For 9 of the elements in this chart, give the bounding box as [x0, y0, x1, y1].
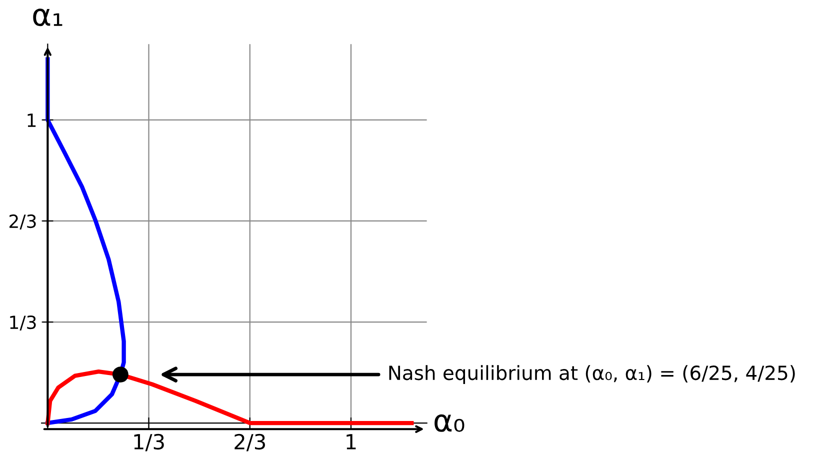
- y-tick-label: 1/3: [10, 315, 36, 331]
- annotation: Nash equilibrium at (α₀, α₁) = (6/25, 4/25): [389, 365, 795, 384]
- x-axis-title: α₀: [434, 414, 464, 432]
- x-tick-label: 1/3: [134, 434, 164, 452]
- x-tick-label: 1: [346, 434, 356, 450]
- y-tick-label: 1: [28, 114, 36, 127]
- y-axis-title: α₁: [33, 8, 62, 26]
- x-tick-label: 2/3: [234, 434, 265, 452]
- y-tick-label: 2/3: [10, 214, 36, 230]
